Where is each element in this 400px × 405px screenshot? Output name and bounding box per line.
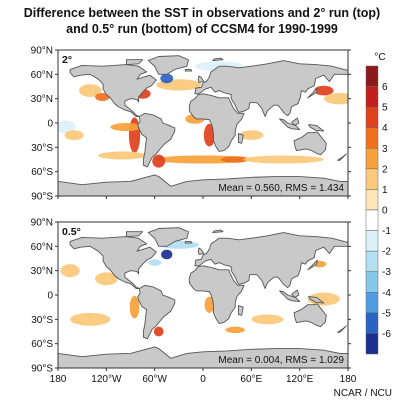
x-tick-label: 180 — [50, 374, 67, 385]
sst-anomaly-9 — [225, 326, 245, 334]
colorbar-swatch — [365, 333, 379, 355]
colorbar-label: 4 — [382, 123, 388, 134]
x-tick-label: 60°W — [142, 374, 167, 385]
colorbar-swatch — [365, 312, 379, 334]
sst-anomaly-7 — [95, 92, 110, 102]
colorbar-label: -3 — [382, 267, 391, 278]
sst-anomaly-3 — [160, 73, 174, 84]
y-tick-label: 30°N — [31, 266, 53, 277]
colorbar-swatch — [365, 230, 379, 252]
panel-resolution-label: 0.5° — [62, 226, 81, 238]
colorbar-swatch — [365, 106, 379, 128]
colorbar-swatch — [365, 65, 379, 87]
colorbar-label: -5 — [382, 308, 391, 319]
sst-anomaly-16 — [152, 154, 166, 168]
colorbar-swatch — [365, 189, 379, 211]
sst-anomaly-5 — [204, 296, 215, 313]
colorbar-swatch — [365, 127, 379, 149]
map-panels: 2° Mean = 0.560, RMS = 1.434 0.5° Mean = 0.… — [57, 49, 349, 369]
colorbar-label: 3 — [382, 144, 388, 155]
x-tick-label: 120°E — [286, 374, 314, 385]
colorbar-swatch — [365, 271, 379, 293]
x-tick-label: 0 — [200, 374, 206, 385]
sst-anomaly-20 — [239, 130, 264, 141]
longitude-axis: 180 120°W 60°W 0 60°E 120°E 180 — [50, 196, 357, 385]
colorbar-label: -4 — [382, 288, 391, 299]
y-tick-label: 90°N — [31, 218, 53, 229]
colorbar-label: -2 — [382, 247, 391, 258]
sst-anomaly-9 — [110, 123, 143, 132]
colorbar-label: -6 — [382, 329, 391, 340]
panel-stats-label: Mean = 0.004, RMS = 1.029 — [218, 355, 344, 366]
sst-anomaly-6 — [95, 272, 118, 286]
y-tick-label: 0 — [47, 119, 53, 130]
colorbar-swatch — [365, 148, 379, 170]
colorbar-swatch — [365, 292, 379, 314]
colorbar-swatch — [365, 86, 379, 108]
sst-anomaly-15 — [98, 151, 147, 160]
colorbar-label: 1 — [382, 185, 388, 196]
sst-anomaly-3 — [148, 259, 162, 266]
sst-anomaly-8 — [153, 326, 164, 337]
map-panel-2: 0.5° Mean = 0.004, RMS = 1.029 — [57, 221, 349, 369]
sst-anomaly-6 — [323, 92, 348, 105]
sst-anomaly-14 — [243, 155, 324, 164]
colorbar-label: 2 — [382, 164, 388, 175]
colorbar-label: -1 — [382, 226, 391, 237]
colorbar-label: 0 — [382, 206, 388, 217]
sst-anomaly-19 — [64, 130, 84, 141]
x-tick-label: 60°E — [240, 374, 262, 385]
sst-anomaly-4 — [314, 85, 334, 96]
sst-anomaly-10 — [203, 123, 216, 147]
y-tick-label: 60°S — [31, 167, 53, 178]
colorbar-label: 5 — [382, 103, 388, 114]
chart-title-line-2: and 0.5° run (bottom) of CCSM4 for 1990-… — [66, 22, 338, 36]
colorbar-unit: °C — [374, 52, 385, 63]
sst-anomaly-17 — [58, 120, 76, 134]
sst-anomaly-8 — [128, 117, 141, 154]
colorbar-swatch — [365, 250, 379, 272]
y-tick-label: 90°S — [31, 364, 53, 375]
sst-anomaly-12 — [251, 314, 284, 325]
x-tick-label: 180 — [340, 374, 357, 385]
map-content — [58, 227, 348, 368]
chart-title-line-1: Difference between the SST in observatio… — [24, 6, 380, 20]
panel-stats-label: Mean = 0.560, RMS = 1.434 — [218, 183, 344, 194]
y-tick-label: 60°N — [31, 70, 53, 81]
y-tick-label: 30°N — [31, 94, 53, 105]
sst-anomaly-5 — [78, 84, 102, 98]
y-tick-label: 90°S — [31, 192, 53, 203]
y-tick-label: 30°S — [31, 143, 53, 154]
y-tick-label: 30°S — [31, 315, 53, 326]
y-tick-label: 60°S — [31, 339, 53, 350]
map-panel-1: 2° Mean = 0.560, RMS = 1.434 — [57, 49, 349, 197]
x-tick-label: 120°W — [91, 374, 122, 385]
credit-label: NCAR / NCU — [334, 388, 392, 399]
colorbar-swatch — [365, 168, 379, 190]
y-tick-label: 60°N — [31, 242, 53, 253]
colorbar: °C 6 5 4 3 2 1 0 -1 -2 -3 -4 -5 -6 — [365, 52, 391, 355]
panel-resolution-label: 2° — [62, 54, 72, 66]
sst-anomaly-1 — [161, 249, 173, 260]
sst-anomaly-4 — [129, 295, 140, 319]
y-tick-label: 90°N — [31, 46, 53, 57]
y-tick-label: 0 — [47, 291, 53, 302]
sst-anomaly-11 — [70, 312, 111, 326]
map-content — [58, 55, 348, 196]
sst-anomaly-13 — [220, 156, 250, 163]
colorbar-swatch — [365, 209, 379, 231]
latitude-axes: 90°N 60°N 30°N 0 30°S 60°S 90°S 90°N 60°N 30°N 0 30… — [31, 46, 351, 375]
colorbar-label: 6 — [382, 82, 388, 93]
sst-anomaly-7 — [60, 264, 80, 278]
